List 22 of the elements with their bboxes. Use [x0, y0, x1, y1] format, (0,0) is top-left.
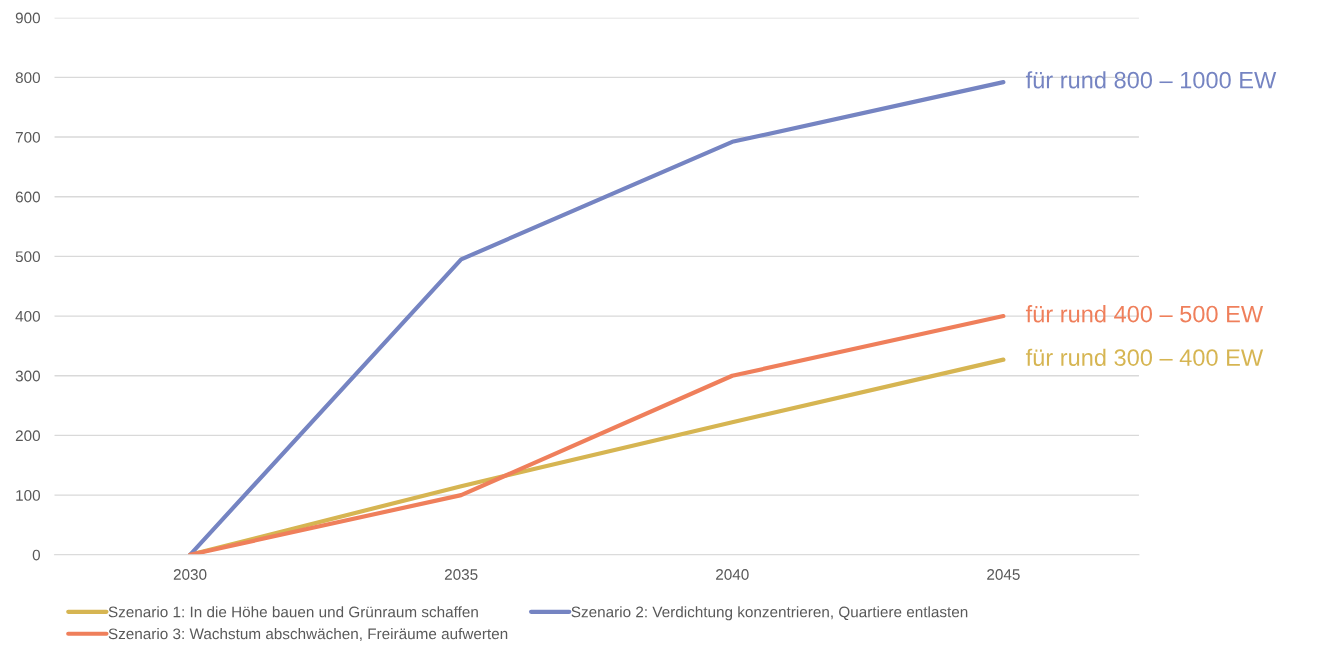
- y-tick-label: 700: [15, 131, 41, 143]
- legend-label: Szenario 3: Wachstum abschwächen, Freiräume aufwerten: [108, 628, 508, 642]
- x-tick-label: 2040: [716, 569, 749, 580]
- legend-label: Szenario 2: Verdichtung konzentrieren, Quartiere entlasten: [571, 606, 968, 621]
- x-tick-label: 2045: [987, 569, 1020, 580]
- y-tick-label: 600: [15, 191, 41, 203]
- annotation: für rund 300 – 400 EW: [1025, 348, 1264, 366]
- annotation: für rund 400 – 500 EW: [1025, 305, 1264, 323]
- annotation: für rund 800 – 1000 EW: [1025, 71, 1277, 89]
- line-series: [187, 313, 1006, 555]
- line-series: [187, 80, 1006, 555]
- y-tick-label: 300: [15, 370, 41, 382]
- y-tick-label: 400: [15, 310, 41, 322]
- y-tick-label: 900: [15, 12, 41, 24]
- y-tick-label: 800: [15, 72, 41, 84]
- y-tick-label: 500: [15, 251, 41, 263]
- y-tick-label: 100: [16, 489, 41, 501]
- x-tick-label: 2035: [444, 569, 478, 580]
- y-tick-label: 0: [32, 549, 40, 561]
- x-tick-label: 2030: [173, 569, 207, 580]
- legend-label: Szenario 1: In die Höhe bauen und Grünraum schaffen: [108, 606, 478, 618]
- y-tick-label: 200: [15, 430, 41, 442]
